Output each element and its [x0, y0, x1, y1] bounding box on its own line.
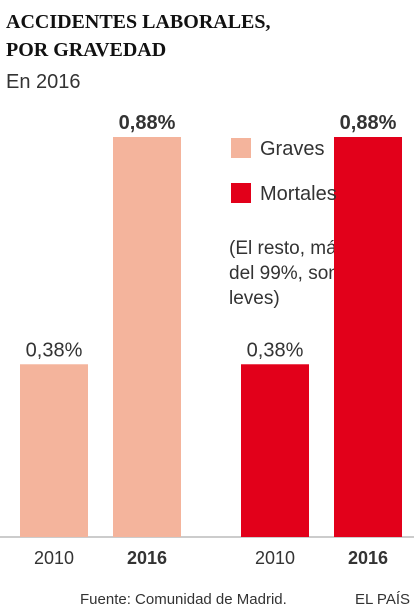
chart-title: ACCIDENTES LABORALES, [6, 11, 271, 33]
x-tick-label: 2016 [127, 548, 167, 568]
bar [241, 364, 309, 537]
note: (El resto, más [229, 238, 346, 259]
value-label: 0,38% [247, 339, 304, 361]
credit: EL PAÍS [355, 591, 410, 608]
value-label: 0,38% [26, 339, 83, 361]
legend-label: Graves [260, 138, 324, 160]
value-label: 0,88% [119, 112, 176, 134]
x-tick-label: 2010 [255, 548, 295, 568]
x-tick-label: 2010 [34, 548, 74, 568]
bar [334, 137, 402, 537]
x-tick-label: 2016 [348, 548, 388, 568]
legend-swatch [231, 138, 251, 158]
value-label: 0,88% [340, 112, 397, 134]
chart-title: POR GRAVEDAD [6, 39, 166, 61]
bar [20, 364, 88, 537]
note: leves) [229, 288, 280, 309]
source: Fuente: Comunidad de Madrid. [80, 591, 287, 608]
note: del 99%, son [229, 263, 339, 284]
legend-swatch [231, 183, 251, 203]
legend-label: Mortales [260, 183, 337, 205]
chart-subtitle: En 2016 [6, 71, 81, 93]
bar [113, 137, 181, 537]
